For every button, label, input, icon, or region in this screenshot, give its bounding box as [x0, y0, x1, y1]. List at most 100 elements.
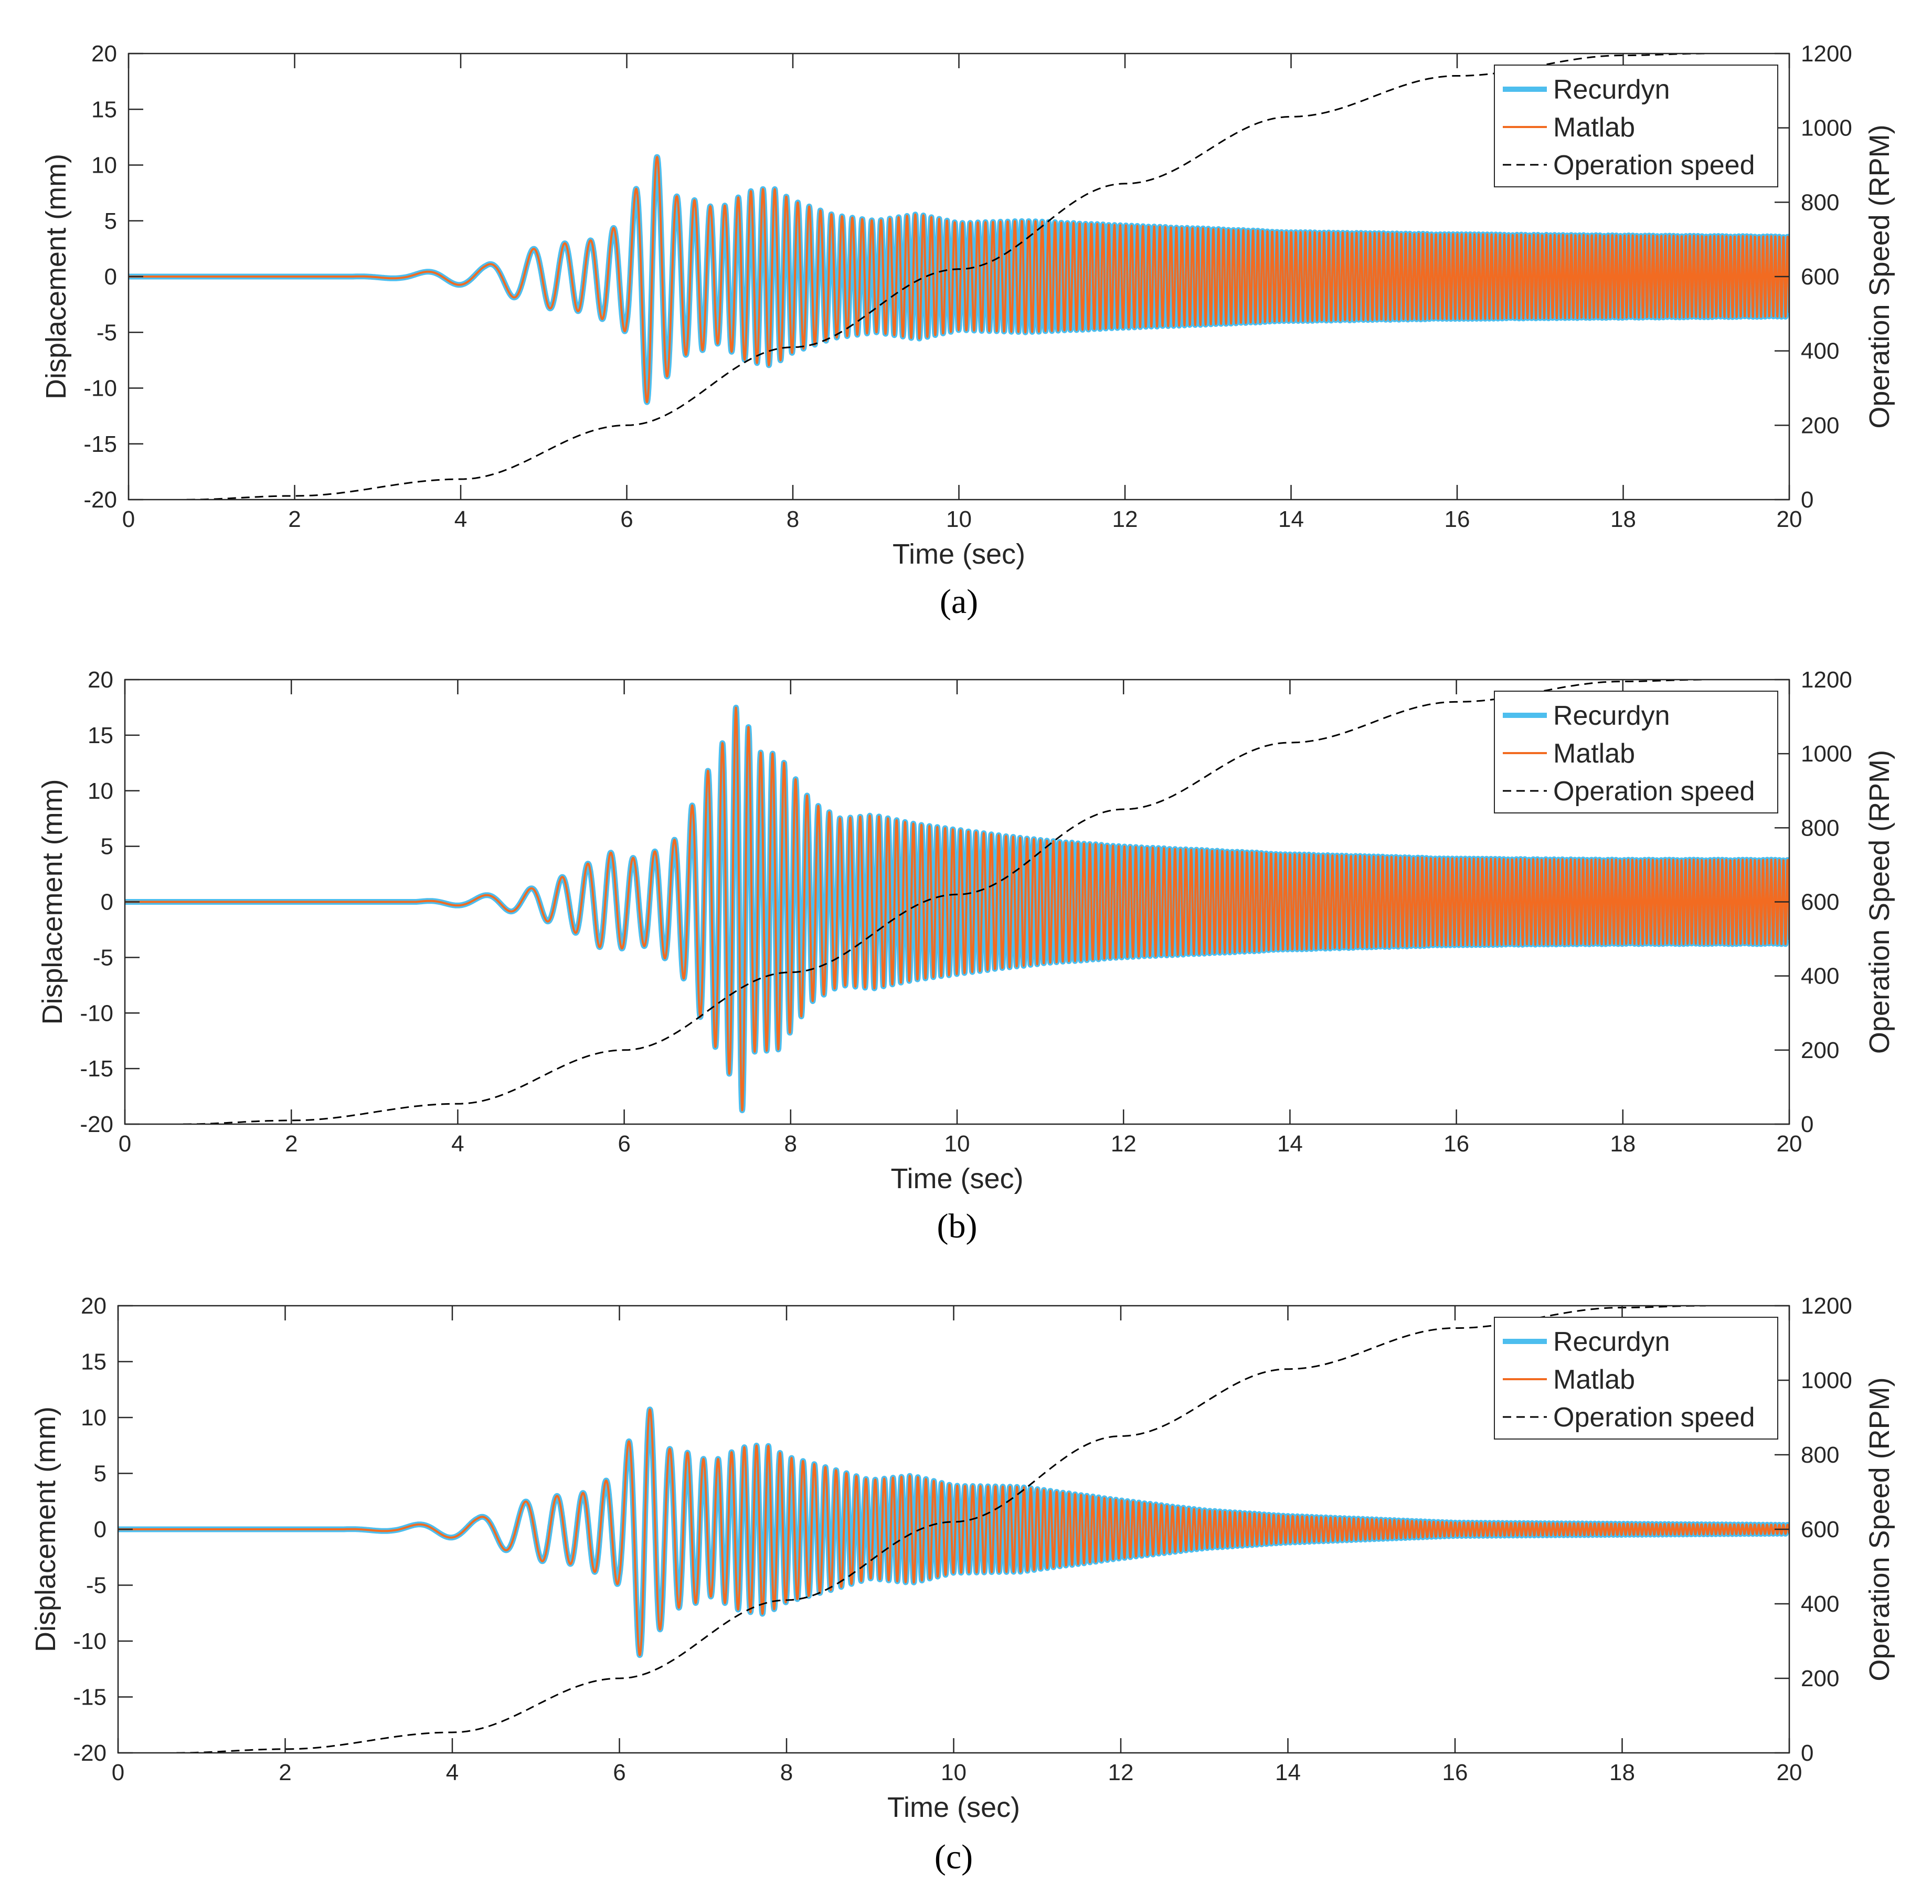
x-tick-label: 14 — [1275, 1760, 1301, 1785]
x-tick-label: 0 — [122, 506, 135, 532]
y-tick-label: -15 — [80, 1056, 113, 1082]
panel-label: (b) — [937, 1207, 978, 1245]
y2-tick-label: 200 — [1801, 1666, 1839, 1691]
x-tick-label: 4 — [446, 1760, 459, 1785]
legend: Recurdyn Matlab Operation speed — [1494, 691, 1778, 813]
y-tick-label: -15 — [73, 1685, 107, 1710]
y-tick-label: -5 — [97, 320, 117, 345]
x-tick-label: 0 — [119, 1131, 131, 1157]
panel-label: (a) — [940, 583, 978, 621]
x-tick-label: 4 — [451, 1131, 464, 1157]
y2-tick-label: 0 — [1801, 1112, 1813, 1137]
y-tick-label: 10 — [88, 778, 113, 804]
series-matlab — [129, 156, 1789, 404]
x-tick-label: 16 — [1442, 1760, 1468, 1785]
y2-axis-title: Operation Speed (RPM) — [1864, 750, 1895, 1054]
series-operation-speed — [186, 54, 1706, 500]
x-tick-label: 4 — [454, 506, 467, 532]
y-tick-label: 5 — [104, 208, 117, 234]
y-tick-label: 0 — [104, 264, 117, 290]
x-tick-label: 20 — [1777, 1131, 1802, 1157]
y2-axis-title: Operation Speed (RPM) — [1864, 1377, 1895, 1681]
x-tick-label: 8 — [784, 1131, 797, 1157]
y-tick-label: 20 — [81, 1293, 107, 1319]
signal-group — [118, 1306, 1789, 1753]
signal-group — [125, 680, 1789, 1124]
y-tick-label: 0 — [94, 1517, 107, 1542]
x-tick-label: 14 — [1277, 1131, 1303, 1157]
y-tick-label: -20 — [73, 1740, 107, 1766]
legend-label-recurdyn: Recurdyn — [1553, 75, 1670, 105]
legend-label-operation-speed: Operation speed — [1553, 1402, 1755, 1433]
y2-tick-label: 400 — [1801, 964, 1839, 989]
x-tick-label: 18 — [1610, 1131, 1636, 1157]
x-axis-title: Time (sec) — [887, 1792, 1020, 1823]
x-tick-label: 10 — [946, 506, 972, 532]
x-tick-label: 6 — [618, 1131, 630, 1157]
x-tick-label: 14 — [1278, 506, 1304, 532]
y-tick-label: -20 — [83, 487, 117, 513]
y2-tick-label: 800 — [1801, 815, 1839, 841]
x-tick-label: 6 — [613, 1760, 625, 1785]
chart-panel-a: 0 2 4 6 8 10 12 14 16 18 20-20-15-10-5051015200200… — [40, 41, 1895, 570]
y-tick-label: 10 — [81, 1405, 107, 1431]
x-tick-label: 8 — [787, 506, 799, 532]
legend-label-matlab: Matlab — [1553, 112, 1635, 143]
y-tick-label: 20 — [88, 667, 113, 693]
y2-axis-title: Operation Speed (RPM) — [1864, 124, 1895, 428]
legend: Recurdyn Matlab Operation speed — [1494, 65, 1778, 187]
y-axis-title: Displacement (mm) — [40, 154, 72, 399]
y-tick-label: 15 — [81, 1349, 107, 1375]
y-axis-title: Displacement (mm) — [37, 779, 68, 1024]
y-tick-label: -5 — [93, 945, 113, 970]
y2-tick-label: 1000 — [1801, 741, 1852, 767]
x-tick-label: 16 — [1445, 506, 1470, 532]
y2-tick-label: 800 — [1801, 1442, 1839, 1468]
legend-label-matlab: Matlab — [1553, 738, 1635, 769]
x-tick-label: 2 — [288, 506, 301, 532]
x-axis-title: Time (sec) — [891, 1163, 1024, 1194]
x-tick-label: 12 — [1112, 506, 1138, 532]
y-tick-label: -15 — [83, 431, 117, 457]
legend: Recurdyn Matlab Operation speed — [1494, 1317, 1778, 1440]
y-tick-label: -10 — [83, 376, 117, 401]
y2-tick-label: 0 — [1801, 1740, 1813, 1766]
x-tick-label: 10 — [941, 1760, 967, 1785]
y2-tick-label: 600 — [1801, 890, 1839, 915]
x-tick-label: 2 — [279, 1760, 291, 1785]
y2-tick-label: 600 — [1801, 1517, 1839, 1542]
y2-tick-label: 400 — [1801, 1591, 1839, 1617]
chart-panel-c: 0 2 4 6 8 10 12 14 16 18 20-20-15-10-5051015200200… — [30, 1293, 1895, 1823]
series-operation-speed — [183, 680, 1706, 1124]
signal-group — [129, 54, 1789, 500]
x-tick-label: 12 — [1108, 1760, 1134, 1785]
y-tick-label: 5 — [94, 1461, 107, 1487]
y2-tick-label: 600 — [1801, 264, 1839, 290]
x-tick-label: 12 — [1111, 1131, 1137, 1157]
y-tick-label: 15 — [88, 723, 113, 748]
panel-label: (c) — [935, 1838, 973, 1876]
y-tick-label: -10 — [80, 1000, 113, 1026]
legend-label-matlab: Matlab — [1553, 1364, 1635, 1395]
y-tick-label: 5 — [101, 834, 113, 860]
x-tick-label: 18 — [1609, 1760, 1635, 1785]
x-tick-label: 16 — [1443, 1131, 1469, 1157]
x-tick-label: 0 — [112, 1760, 124, 1785]
y2-tick-label: 1000 — [1801, 1368, 1852, 1393]
y2-tick-label: 200 — [1801, 1038, 1839, 1063]
x-tick-label: 2 — [285, 1131, 298, 1157]
y2-tick-label: 1200 — [1801, 667, 1852, 693]
y-tick-label: -10 — [73, 1628, 107, 1654]
y2-tick-label: 200 — [1801, 412, 1839, 438]
y-tick-label: 0 — [101, 890, 113, 915]
x-tick-label: 8 — [780, 1760, 793, 1785]
y2-tick-label: 400 — [1801, 339, 1839, 364]
legend-label-operation-speed: Operation speed — [1553, 150, 1755, 181]
y2-tick-label: 800 — [1801, 189, 1839, 215]
y-tick-label: 15 — [91, 97, 117, 122]
x-tick-label: 20 — [1777, 1760, 1802, 1785]
series-matlab — [118, 1408, 1789, 1656]
y2-tick-label: 1200 — [1801, 1293, 1852, 1319]
chart-panel-b: 0 2 4 6 8 10 12 14 16 18 20-20-15-10-5051015200200… — [37, 667, 1895, 1194]
